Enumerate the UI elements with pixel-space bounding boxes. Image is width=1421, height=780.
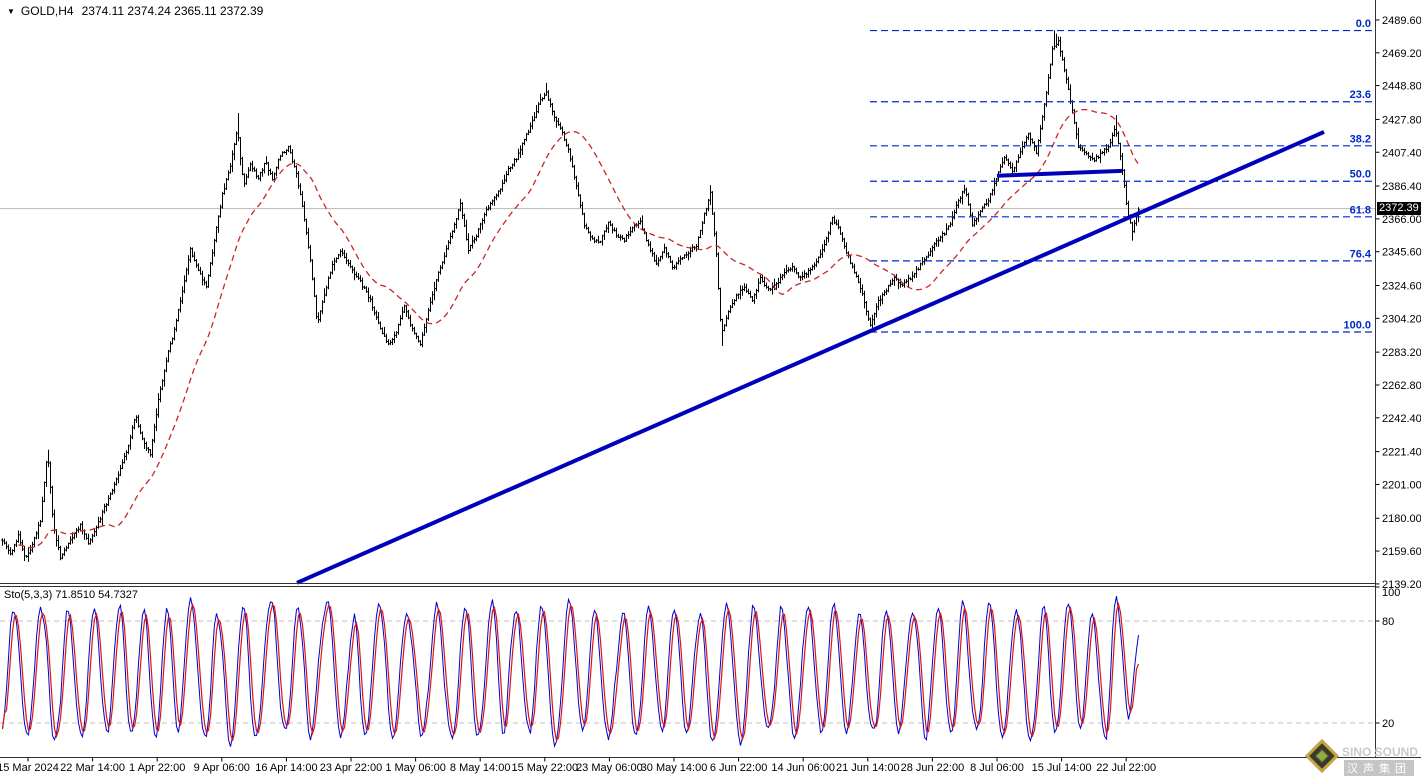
symbol-dropdown-icon[interactable]: ▼ (7, 7, 15, 16)
fib-level-label: 100.0 (1343, 320, 1371, 332)
time-axis-label: 16 Apr 14:00 (255, 762, 317, 774)
moving-average-line[interactable] (18, 108, 1140, 549)
time-axis[interactable]: 15 Mar 2024 22 Mar 14:00 1 Apr 22:00 9 Apr … (0, 757, 1156, 775)
price-axis-label: 2386.40 (1382, 181, 1421, 193)
price-axis-label: 2489.60 (1382, 15, 1421, 27)
fib-level-label: 61.8 (1350, 204, 1371, 216)
price-axis-label: 2345.60 (1382, 247, 1421, 259)
time-axis-label: 23 May 06:00 (576, 762, 643, 774)
price-axis-label: 2407.40 (1382, 147, 1421, 159)
fib-level-label: 38.2 (1350, 133, 1371, 145)
symbol-period-label: GOLD,H4 (20, 4, 74, 18)
time-axis-label: 1 May 06:00 (385, 762, 446, 774)
price-axis-label: 2201.00 (1382, 479, 1421, 491)
price-axis-label: 2180.00 (1382, 513, 1421, 525)
trendline[interactable] (296, 130, 1325, 585)
time-axis-label: 8 May 14:00 (450, 762, 511, 774)
watermark-brand: SINO SOUND (1342, 745, 1419, 759)
stoch-signal-line[interactable] (1, 601, 1140, 742)
price-axis-label: 2139.20 (1382, 579, 1421, 591)
price-axis-label: 2159.60 (1382, 546, 1421, 558)
price-axis-label: 2427.80 (1382, 114, 1421, 126)
stoch-axis-label: 20 (1382, 718, 1394, 730)
time-axis-label: 15 Mar 2024 (0, 762, 59, 774)
stoch-axis-label: 100 (1382, 587, 1400, 599)
time-axis-label: 22 Jul 22:00 (1096, 762, 1156, 774)
watermark-cjk: 汉声集团 (1344, 760, 1414, 776)
time-axis-label: 8 Jul 06:00 (970, 762, 1024, 774)
indicator-label: Sto(5,3,3) 71.8510 54.7327 (4, 589, 138, 601)
stoch-axis[interactable]: 100 80 20 (1375, 586, 1401, 730)
time-axis-label: 9 Apr 06:00 (194, 762, 250, 774)
time-axis-label: 14 Jun 06:00 (771, 762, 835, 774)
resistance-line[interactable] (996, 168, 1123, 178)
fib-level-label: 0.0 (1356, 18, 1371, 30)
candlesticks[interactable] (1, 30, 1140, 562)
watermark-diamond-icon (1305, 739, 1339, 773)
time-axis-label: 1 Apr 22:00 (129, 762, 185, 774)
bar-open-close-ticks (1, 40, 1140, 559)
time-axis-label: 23 Apr 22:00 (320, 762, 382, 774)
price-axis-label: 2448.80 (1382, 81, 1421, 93)
stoch-axis-label: 80 (1382, 616, 1394, 628)
price-axis-label: 2324.60 (1382, 281, 1421, 293)
fibonacci-retracement[interactable]: 0.0 23.6 38.2 50.0 61.8 76.4 100.0 (870, 18, 1375, 333)
time-axis-label: 22 Mar 14:00 (60, 762, 125, 774)
price-axis[interactable]: 2489.60 2469.20 2448.80 2427.80 2407.40 2386.… (1375, 15, 1421, 591)
fib-level-label: 76.4 (1350, 248, 1372, 260)
price-axis-label: 2242.40 (1382, 413, 1421, 425)
current-price-badge: 2372.39 (1377, 202, 1421, 215)
price-axis-label: 2221.40 (1382, 447, 1421, 459)
time-axis-label: 30 May 14:00 (641, 762, 708, 774)
price-axis-label: 2469.20 (1382, 48, 1421, 60)
time-axis-label: 28 Jun 22:00 (901, 762, 965, 774)
fib-level-label: 50.0 (1350, 169, 1371, 181)
chart-title: ▼ GOLD,H4 2374.11 2374.24 2365.11 2372.39 (7, 4, 263, 18)
price-axis-label: 2283.20 (1382, 347, 1421, 359)
price-axis-label: 2304.20 (1382, 313, 1421, 325)
time-axis-label: 15 May 22:00 (511, 762, 578, 774)
bar-ranges (2, 30, 1139, 562)
fib-level-label: 23.6 (1350, 89, 1371, 101)
time-axis-label: 15 Jul 14:00 (1032, 762, 1092, 774)
watermark: SINO SOUND 汉声集团 (1305, 737, 1420, 779)
price-axis-label: 2262.80 (1382, 380, 1421, 392)
stoch-main-line[interactable] (2, 596, 1139, 749)
price-axis-label: 2366.00 (1382, 214, 1421, 226)
ohlc-values: 2374.11 2374.24 2365.11 2372.39 (81, 4, 264, 18)
time-axis-label: 6 Jun 22:00 (710, 762, 768, 774)
time-axis-label: 21 Jun 14:00 (836, 762, 900, 774)
